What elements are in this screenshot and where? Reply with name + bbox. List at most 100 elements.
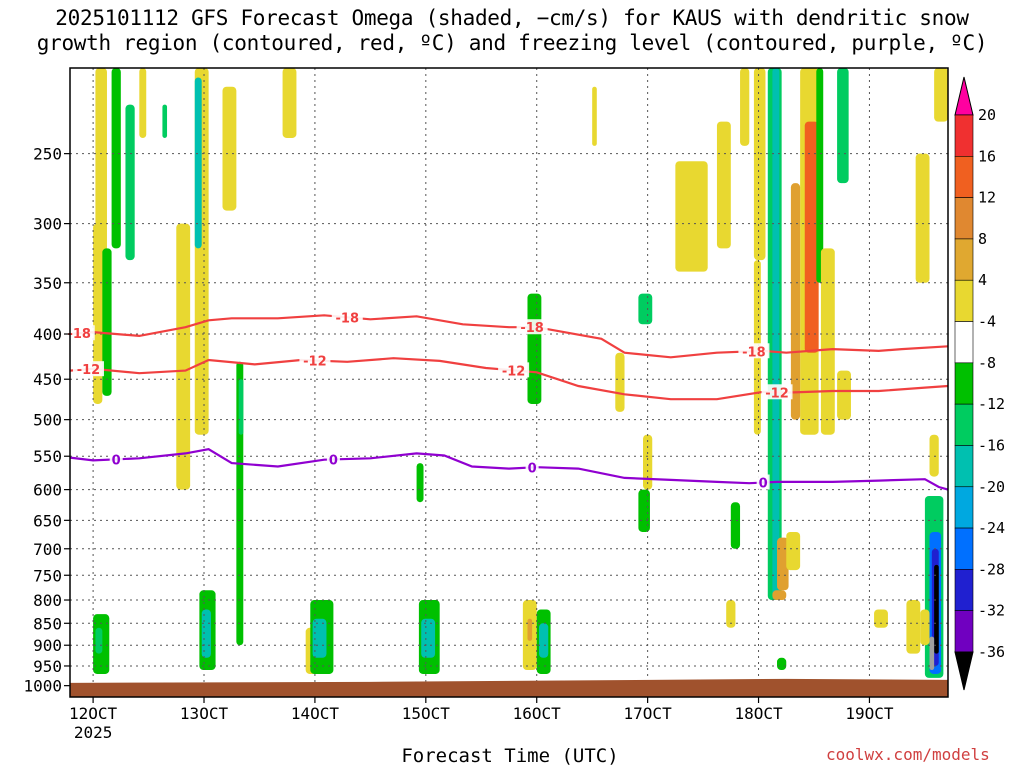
omega-cell-38 bbox=[837, 370, 851, 420]
colorbar-segment-12 bbox=[954, 610, 974, 653]
contour-label-2-3: 0 bbox=[759, 477, 768, 492]
contour-label-2-0: 0 bbox=[112, 453, 121, 468]
colorbar-tick-7: -12 bbox=[978, 395, 1005, 413]
x-tick-sublabel-12OCT: 2025 bbox=[74, 723, 113, 742]
contour-label-bg-2-0 bbox=[109, 451, 123, 467]
omega-cell-21 bbox=[125, 104, 135, 261]
colorbar-tick-13: -36 bbox=[978, 643, 1005, 661]
x-tick-label-12OCT: 12OCT bbox=[69, 704, 118, 723]
contour-label-2-2: 0 bbox=[528, 461, 537, 476]
colorbar-bottom-arrow bbox=[954, 651, 974, 691]
contour-label-bg-1-2 bbox=[498, 362, 530, 378]
omega-cell-30 bbox=[638, 489, 650, 532]
colorbar-top-arrow bbox=[954, 76, 974, 116]
contour-label-1-0: -12 bbox=[77, 363, 101, 378]
colorbar-tick-0: 20 bbox=[978, 106, 996, 124]
colorbar-tick-5: -4 bbox=[978, 313, 996, 331]
omega-cell-59 bbox=[539, 623, 549, 658]
colorbar-segment-8 bbox=[954, 445, 974, 488]
omega-cell-64 bbox=[592, 86, 597, 146]
omega-cell-22 bbox=[102, 248, 112, 396]
contour-label-bg-1-1 bbox=[299, 352, 331, 368]
contour-label-0-0: -18 bbox=[67, 327, 91, 342]
colorbar-segment-9 bbox=[954, 486, 974, 529]
color-legend-bar: 20 16 12 8 4 -4 -8 -12 -16 -20 -24 -28 -32 -36 bbox=[954, 76, 1005, 691]
omega-cell-57 bbox=[527, 618, 533, 641]
contour-label-bg-2-2 bbox=[525, 459, 539, 475]
y-tick-label-950: 950 bbox=[33, 657, 62, 676]
colorbar-segment-0 bbox=[954, 114, 974, 157]
omega-cell-16 bbox=[772, 68, 780, 601]
omega-cell-33 bbox=[772, 590, 787, 601]
omega-cell-2 bbox=[222, 86, 237, 211]
x-tick-label-16OCT: 16OCT bbox=[513, 704, 562, 723]
contour-label-bg-0-2 bbox=[516, 319, 548, 335]
colorbar-segment-3 bbox=[954, 238, 974, 281]
x-tick-label-15OCT: 15OCT bbox=[402, 704, 451, 723]
plot-frame bbox=[69, 67, 949, 698]
omega-cell-25 bbox=[238, 379, 244, 435]
y-tick-label-250: 250 bbox=[33, 145, 62, 164]
contour-label-bg-0-0 bbox=[63, 325, 95, 341]
colorbar-tick-10: -24 bbox=[978, 519, 1005, 537]
omega-cell-11 bbox=[804, 121, 819, 353]
omega-cell-28 bbox=[615, 352, 625, 412]
contour-line-0 bbox=[69, 314, 949, 359]
y-tick-label-600: 600 bbox=[33, 481, 62, 500]
temperature-contours: -18 -18 -18 -18 -12 -12 -12 -12 0 0 0 0 bbox=[63, 309, 949, 492]
omega-cell-17 bbox=[816, 68, 824, 283]
omega-cell-26 bbox=[527, 293, 542, 404]
colorbar-segment-2 bbox=[954, 197, 974, 240]
y-tick-label-750: 750 bbox=[33, 566, 62, 585]
y-tick-label-500: 500 bbox=[33, 411, 62, 430]
contour-line-2 bbox=[69, 448, 949, 491]
colorbar-tick-11: -28 bbox=[978, 560, 1005, 578]
colorbar-tick-1: 16 bbox=[978, 147, 996, 165]
omega-cell-3 bbox=[139, 68, 147, 138]
contour-label-bg-0-1 bbox=[331, 309, 363, 325]
contour-label-bg-2-1 bbox=[326, 451, 340, 467]
omega-cell-23 bbox=[194, 77, 202, 249]
omega-cell-37 bbox=[915, 153, 930, 283]
y-tick-label-700: 700 bbox=[33, 540, 62, 559]
y-tick-label-350: 350 bbox=[33, 274, 62, 293]
colorbar-tick-6: -8 bbox=[978, 354, 996, 372]
contour-label-1-2: -12 bbox=[502, 364, 526, 379]
colorbar-segment-1 bbox=[954, 156, 974, 198]
y-tick-label-900: 900 bbox=[33, 636, 62, 655]
colorbar-tick-3: 8 bbox=[978, 230, 987, 248]
omega-cell-44 bbox=[920, 609, 930, 646]
x-tick-label-19OCT: 19OCT bbox=[845, 704, 894, 723]
x-tick-label-13OCT: 13OCT bbox=[180, 704, 229, 723]
contour-label-2-1: 0 bbox=[329, 453, 338, 468]
omega-cell-42 bbox=[934, 564, 939, 654]
x-tick-label-18OCT: 18OCT bbox=[734, 704, 783, 723]
colorbar-segment-6 bbox=[954, 362, 974, 405]
omega-cell-62 bbox=[726, 600, 736, 628]
y-tick-label-650: 650 bbox=[33, 511, 62, 530]
omega-cell-45 bbox=[934, 68, 948, 122]
credit-link[interactable]: coolwx.com/models bbox=[826, 745, 990, 764]
chart-title: 2025101112 GFS Forecast Omega (shaded, −… bbox=[0, 6, 1024, 56]
omega-cell-4 bbox=[282, 68, 297, 138]
contour-label-0-3: -18 bbox=[742, 345, 766, 360]
y-tick-label-550: 550 bbox=[33, 447, 62, 466]
x-tick-label-17OCT: 17OCT bbox=[624, 704, 673, 723]
omega-cell-46 bbox=[929, 434, 939, 477]
omega-cell-29 bbox=[643, 434, 653, 490]
ground-fill bbox=[70, 678, 948, 697]
contour-label-bg-1-3 bbox=[761, 384, 793, 400]
omega-cell-55 bbox=[421, 618, 436, 658]
omega-cell-61 bbox=[874, 609, 888, 628]
omega-shading bbox=[93, 68, 948, 678]
omega-cell-63 bbox=[162, 104, 168, 138]
colorbar-segment-11 bbox=[954, 569, 974, 611]
omega-cell-18 bbox=[837, 68, 849, 184]
omega-cell-6 bbox=[716, 121, 731, 249]
colorbar-segment-4 bbox=[954, 279, 974, 322]
omega-cell-5 bbox=[740, 68, 750, 146]
colorbar-segment-10 bbox=[954, 527, 974, 570]
y-tick-label-850: 850 bbox=[33, 614, 62, 633]
contour-label-1-1: -12 bbox=[303, 355, 327, 370]
